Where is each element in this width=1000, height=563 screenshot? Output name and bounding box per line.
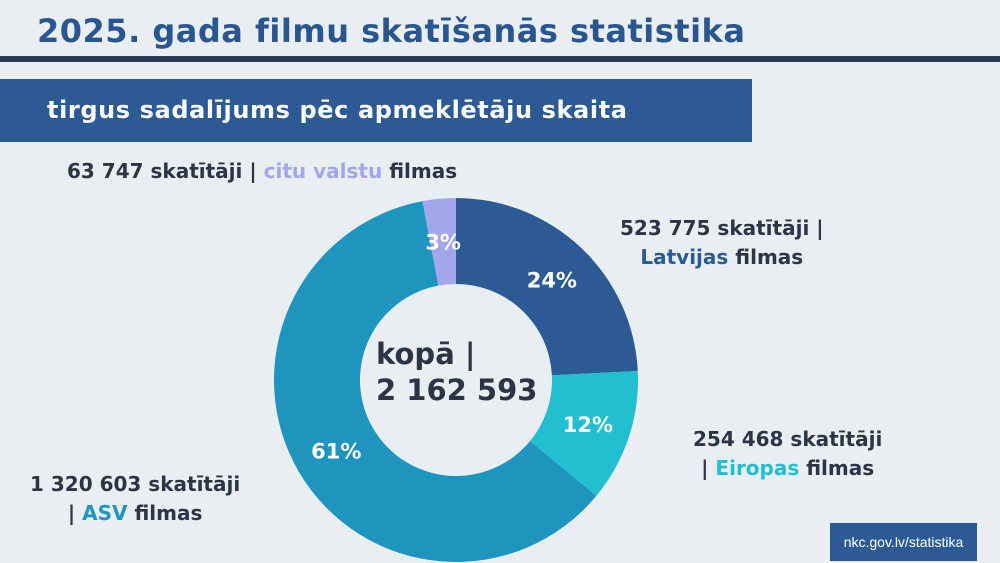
label-latvia-name: Latvijas [640, 245, 729, 269]
label-europe-line2: | Eiropas filmas [693, 454, 882, 483]
label-europe-name: Eiropas [715, 456, 800, 480]
slice-asv-filmas [274, 201, 597, 562]
percent-label-asv-filmas: 61% [311, 440, 361, 464]
percent-label-latvijas-filmas: 24% [527, 268, 577, 292]
label-latvia: 523 775 skatītāji | Latvijas filmas [620, 214, 824, 272]
center-total-value: 2 162 593 [376, 373, 537, 407]
page-subtitle: tirgus sadalījums pēc apmeklētāju skaita [47, 96, 628, 124]
label-latvia-line2: Latvijas filmas [620, 243, 824, 272]
label-usa-count: 1 320 603 skatītāji [30, 472, 241, 496]
label-usa-suffix: filmas [134, 501, 203, 525]
label-europe-prefix: | [701, 456, 709, 480]
slice-citu-valstu-filmas [422, 198, 456, 286]
label-usa-line2: | ASV filmas [30, 499, 240, 528]
label-latvia-suffix: filmas [735, 245, 804, 269]
center-total-label: kopā | [376, 337, 475, 371]
subtitle-band [0, 79, 752, 142]
page-title: 2025. gada filmu skatīšanās statistika [37, 12, 746, 50]
source-link[interactable]: nkc.gov.lv/statistika [830, 523, 977, 561]
label-other: 63 747 skatītāji | citu valstu filmas [67, 157, 457, 186]
label-other-suffix: filmas [389, 159, 458, 183]
label-europe-count: 254 468 skatītāji [693, 427, 883, 451]
slice-latvijas-filmas [456, 198, 638, 376]
label-other-name: citu valstu [263, 159, 383, 183]
label-other-count: 63 747 skatītāji | [67, 159, 257, 183]
title-divider [0, 56, 1000, 62]
percent-label-citu-valstu-filmas: 3% [425, 231, 461, 255]
percent-label-eiropas-filmas: 12% [563, 413, 613, 437]
label-latvia-count: 523 775 skatītāji | [620, 216, 824, 240]
slice-eiropas-filmas [530, 371, 638, 496]
label-europe: 254 468 skatītāji | Eiropas filmas [693, 425, 882, 483]
label-usa: 1 320 603 skatītāji | ASV filmas [30, 470, 240, 528]
label-europe-suffix: filmas [806, 456, 875, 480]
label-usa-prefix: | [67, 501, 76, 525]
label-usa-name: ASV [82, 501, 128, 525]
